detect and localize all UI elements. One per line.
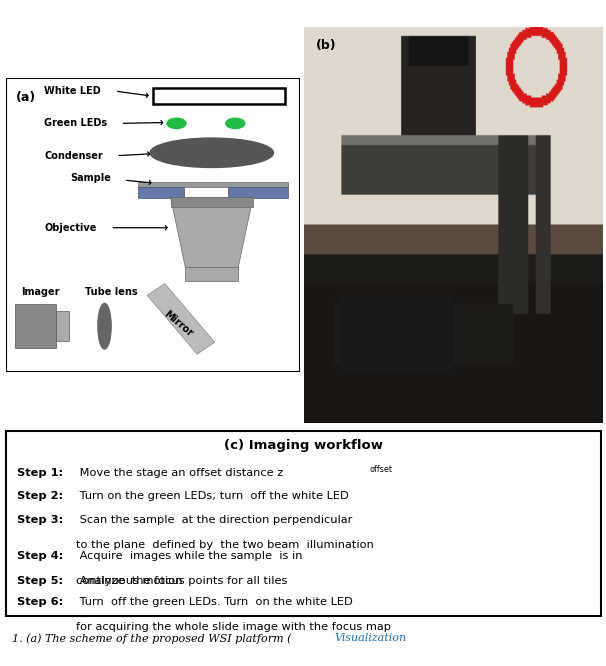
Text: (a): (a)	[16, 91, 36, 104]
Text: Turn  off the green LEDs. Turn  on the white LED: Turn off the green LEDs. Turn on the whi…	[76, 597, 353, 607]
Ellipse shape	[98, 304, 111, 349]
Text: continuous motion: continuous motion	[76, 576, 183, 586]
Text: Step 4:: Step 4:	[17, 551, 63, 561]
Text: Sample: Sample	[71, 173, 112, 183]
Bar	[138, 186, 184, 198]
Bar	[15, 304, 56, 348]
Text: Green LEDs: Green LEDs	[44, 119, 107, 129]
Text: 1. (a) The scheme of the proposed WSI platform (: 1. (a) The scheme of the proposed WSI pl…	[12, 633, 291, 644]
Text: Step 2:: Step 2:	[17, 491, 63, 501]
FancyBboxPatch shape	[6, 431, 601, 616]
Bar	[171, 197, 253, 206]
Ellipse shape	[150, 138, 273, 167]
Ellipse shape	[167, 119, 186, 129]
Polygon shape	[171, 198, 253, 267]
Text: Scan the sample  at the direction perpendicular: Scan the sample at the direction perpend…	[76, 515, 353, 525]
Bar	[185, 266, 238, 280]
Bar	[153, 88, 285, 105]
Text: Move the stage an offset distance z: Move the stage an offset distance z	[76, 468, 284, 478]
Text: Turn on the green LEDs; turn  off the white LED: Turn on the green LEDs; turn off the whi…	[76, 491, 349, 501]
Text: offset: offset	[370, 465, 393, 474]
Bar	[228, 186, 288, 198]
Text: (c) Imaging workflow: (c) Imaging workflow	[224, 440, 383, 452]
Text: Acquire  images while the sample  is in: Acquire images while the sample is in	[76, 551, 303, 561]
Text: (b): (b)	[316, 39, 337, 51]
Text: Visualization: Visualization	[335, 633, 407, 643]
Ellipse shape	[226, 119, 245, 129]
Text: Step 1:: Step 1:	[17, 468, 63, 478]
Text: to the plane  defined by  the two beam  illumination: to the plane defined by the two beam ill…	[76, 540, 374, 550]
Text: Step 3:: Step 3:	[17, 515, 63, 525]
Text: Condenser: Condenser	[44, 151, 103, 161]
Text: Imager: Imager	[21, 287, 59, 297]
Bar	[138, 182, 288, 187]
Text: Step 6:: Step 6:	[17, 597, 63, 607]
Text: Objective: Objective	[44, 222, 96, 232]
Polygon shape	[147, 284, 215, 354]
Text: Step 5:: Step 5:	[17, 576, 63, 586]
FancyBboxPatch shape	[6, 78, 300, 372]
Text: Analyze  the focus points for all tiles: Analyze the focus points for all tiles	[76, 576, 288, 586]
Text: Tube lens: Tube lens	[85, 287, 138, 297]
Text: Mirror: Mirror	[162, 309, 195, 339]
Bar	[56, 312, 69, 341]
Text: White LED: White LED	[44, 86, 101, 96]
Text: for acquiring the whole slide image with the focus map: for acquiring the whole slide image with…	[76, 621, 391, 631]
